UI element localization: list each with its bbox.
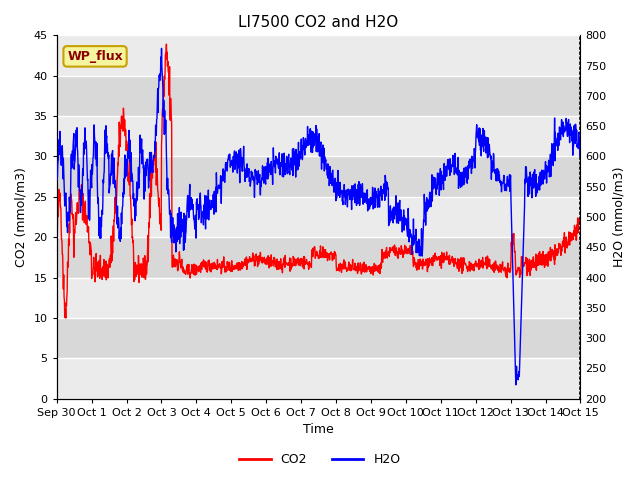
Bar [57,116,580,156]
Bar [57,36,580,76]
Y-axis label: CO2 (mmol/m3): CO2 (mmol/m3) [15,167,28,267]
Bar [57,318,580,358]
Bar [57,237,580,277]
X-axis label: Time: Time [303,423,334,436]
Bar [57,76,580,116]
Text: WP_flux: WP_flux [67,50,123,63]
Bar [57,197,580,237]
Bar [57,156,580,197]
Title: LI7500 CO2 and H2O: LI7500 CO2 and H2O [239,15,399,30]
Bar [57,358,580,398]
Bar [57,277,580,318]
Legend: CO2, H2O: CO2, H2O [234,448,406,471]
Y-axis label: H2O (mmol/m3): H2O (mmol/m3) [612,167,625,267]
